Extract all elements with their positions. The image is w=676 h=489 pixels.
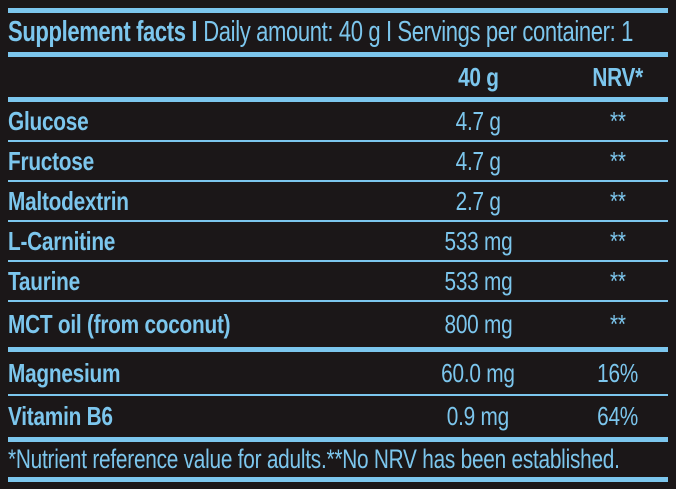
ingredient-nrv: ** <box>610 185 626 216</box>
row-divider <box>8 300 668 302</box>
colheader-rule <box>8 97 668 102</box>
ingredient-amount: 60.0 mg <box>441 357 515 388</box>
ingredient-amount: 800 mg <box>444 309 512 339</box>
ingredient-name: Magnesium <box>8 357 121 388</box>
row-divider <box>8 140 668 142</box>
footnote: *Nutrient reference value for adults.**N… <box>8 442 668 477</box>
ingredient-name: Fructose <box>8 145 94 176</box>
ingredient-name: Glucose <box>8 105 89 136</box>
ingredient-nrv: ** <box>610 225 626 256</box>
ingredient-amount: 4.7 g <box>455 145 501 176</box>
table-row: Magnesium 60.0 mg 16% <box>8 352 668 394</box>
table-row: Fructose 4.7 g ** <box>8 142 668 180</box>
title-regular: Daily amount: 40 g I Servings per contai… <box>203 16 633 48</box>
ingredient-name: Maltodextrin <box>8 185 129 216</box>
table-row: Vitamin B6 0.9 mg 64% <box>8 396 668 437</box>
ingredient-nrv: ** <box>610 265 626 296</box>
ingredient-nrv: ** <box>610 309 626 339</box>
row-divider <box>8 260 668 262</box>
ingredient-name: Vitamin B6 <box>8 401 113 431</box>
ingredient-nrv: ** <box>610 145 626 176</box>
title-text: Supplement facts I Daily amount: 40 g I S… <box>8 16 633 49</box>
column-header-nrv: NRV* <box>568 62 668 93</box>
table-row: Maltodextrin 2.7 g ** <box>8 182 668 220</box>
header-rule <box>8 52 668 57</box>
ingredient-amount: 533 mg <box>444 265 512 296</box>
ingredient-nrv: ** <box>610 105 626 136</box>
ingredient-amount: 533 mg <box>444 225 512 256</box>
ingredient-name: MCT oil (from coconut) <box>8 309 231 339</box>
ingredient-nrv: 16% <box>597 357 639 388</box>
column-header-amount-label: 40 g <box>457 61 499 92</box>
title-bold: Supplement facts I <box>8 16 198 48</box>
row-divider <box>8 220 668 222</box>
column-header-row: 40 g NRV* <box>8 57 668 97</box>
table-row: L-Carnitine 533 mg ** <box>8 222 668 260</box>
table-row: Glucose 4.7 g ** <box>8 102 668 140</box>
bottom-rule <box>8 477 668 482</box>
ingredient-name: Taurine <box>8 265 80 296</box>
row-divider <box>8 180 668 182</box>
column-header-amount: 40 g <box>388 62 568 93</box>
title-bar: Supplement facts I Daily amount: 40 g I S… <box>8 13 668 52</box>
column-header-nrv-label: NRV* <box>592 61 644 92</box>
ingredient-amount: 2.7 g <box>455 185 501 216</box>
section-rule <box>8 347 668 352</box>
ingredient-nrv: 64% <box>597 401 639 431</box>
footnote-text: *Nutrient reference value for adults.**N… <box>8 444 620 474</box>
ingredient-amount: 0.9 mg <box>446 401 510 431</box>
ingredient-amount: 4.7 g <box>455 105 501 136</box>
ingredient-name: L-Carnitine <box>8 225 116 256</box>
table-row: MCT oil (from coconut) 800 mg ** <box>8 302 668 347</box>
footnote-top-rule <box>8 437 668 442</box>
table-row: Taurine 533 mg ** <box>8 262 668 300</box>
row-divider <box>8 394 668 396</box>
top-rule <box>8 8 668 13</box>
